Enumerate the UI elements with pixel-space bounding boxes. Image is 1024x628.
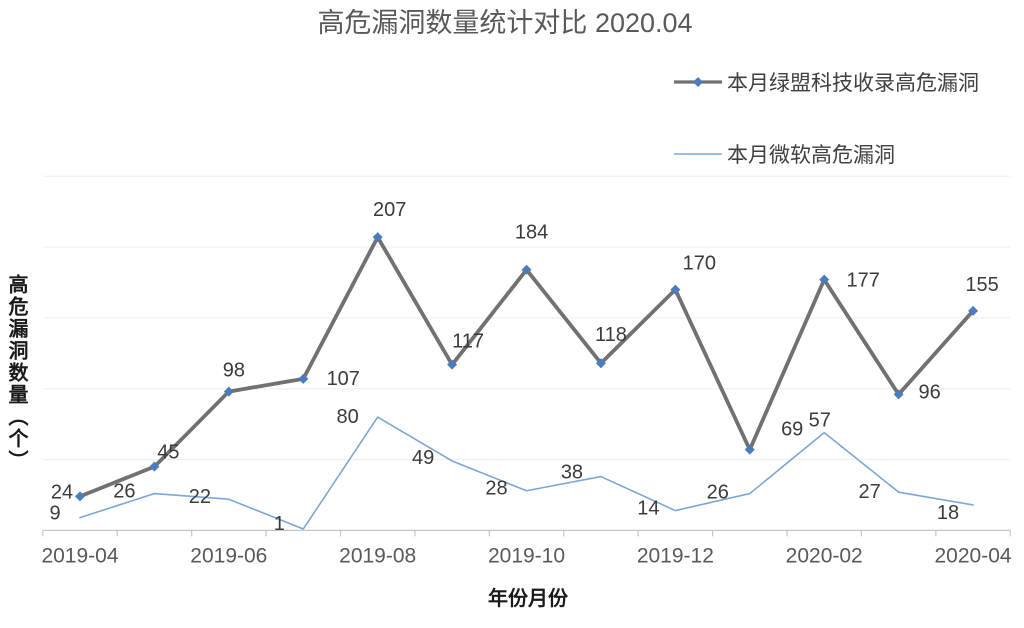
diamond-marker bbox=[149, 461, 160, 472]
diamond-marker bbox=[447, 359, 458, 370]
data-label: 98 bbox=[223, 360, 245, 382]
x-axis-title: 年份月份 bbox=[488, 588, 568, 610]
x-tick-label: 2019-12 bbox=[637, 545, 714, 568]
diamond-marker bbox=[521, 264, 532, 275]
data-label: 207 bbox=[373, 199, 406, 221]
data-label: 117 bbox=[452, 331, 484, 353]
x-tick-label: 2019-08 bbox=[339, 545, 416, 568]
diamond-marker bbox=[75, 491, 85, 502]
diamond-marker bbox=[223, 386, 234, 397]
data-label: 26 bbox=[113, 481, 135, 503]
diamond-marker bbox=[298, 373, 309, 384]
data-label: 57 bbox=[809, 410, 831, 432]
x-tick-label: 2019-04 bbox=[41, 545, 118, 568]
data-label: 80 bbox=[337, 406, 359, 428]
data-label: 177 bbox=[847, 270, 880, 292]
data-label: 118 bbox=[595, 324, 627, 346]
data-label: 24 bbox=[51, 481, 73, 503]
data-label: 1 bbox=[274, 513, 285, 535]
series-line-2 bbox=[79, 416, 974, 530]
x-tick-label: 2020-04 bbox=[935, 545, 1012, 568]
legend-sample-diamond-icon bbox=[693, 77, 703, 87]
diamond-marker bbox=[595, 358, 606, 369]
diamond-marker bbox=[819, 274, 830, 285]
data-label: 69 bbox=[781, 419, 803, 441]
data-label: 96 bbox=[918, 381, 940, 403]
x-tick-label: 2019-10 bbox=[488, 545, 565, 568]
legend-label-nsfocus: 本月绿盟科技收录高危漏洞 bbox=[727, 72, 979, 95]
y-axis-title: 高危漏洞数量（个） bbox=[5, 274, 27, 472]
diamond-marker bbox=[968, 305, 979, 316]
data-label: 107 bbox=[327, 368, 360, 390]
data-label: 9 bbox=[49, 503, 60, 525]
series1-legend-sample-icon bbox=[674, 77, 722, 87]
chart-title: 高危漏洞数量统计对比 2020.04 bbox=[317, 8, 693, 38]
legend-entry-nsfocus: 本月绿盟科技收录高危漏洞 bbox=[672, 71, 979, 95]
series2-legend-sample-icon bbox=[674, 153, 722, 155]
data-label: 26 bbox=[707, 482, 729, 504]
series-line-1 bbox=[78, 235, 975, 499]
data-label: 14 bbox=[637, 498, 659, 520]
data-label: 45 bbox=[157, 442, 179, 464]
data-label: 18 bbox=[937, 502, 959, 524]
data-label: 27 bbox=[858, 481, 880, 503]
data-label: 38 bbox=[561, 462, 583, 484]
x-tick-label: 2019-06 bbox=[190, 545, 267, 568]
diamond-marker bbox=[670, 284, 681, 295]
x-tick-label: 2020-02 bbox=[786, 545, 863, 568]
legend-label-microsoft: 本月微软高危漏洞 bbox=[727, 144, 895, 167]
data-label: 49 bbox=[412, 447, 434, 469]
diamond-marker bbox=[893, 389, 904, 400]
diamond-marker bbox=[372, 232, 383, 243]
data-label: 170 bbox=[683, 253, 716, 275]
data-label: 184 bbox=[515, 222, 548, 244]
legend-entry-microsoft: 本月微软高危漏洞 bbox=[672, 143, 895, 167]
diamond-marker bbox=[744, 444, 755, 455]
data-label: 22 bbox=[189, 486, 211, 508]
data-label: 28 bbox=[485, 478, 507, 500]
data-label: 155 bbox=[965, 274, 998, 296]
